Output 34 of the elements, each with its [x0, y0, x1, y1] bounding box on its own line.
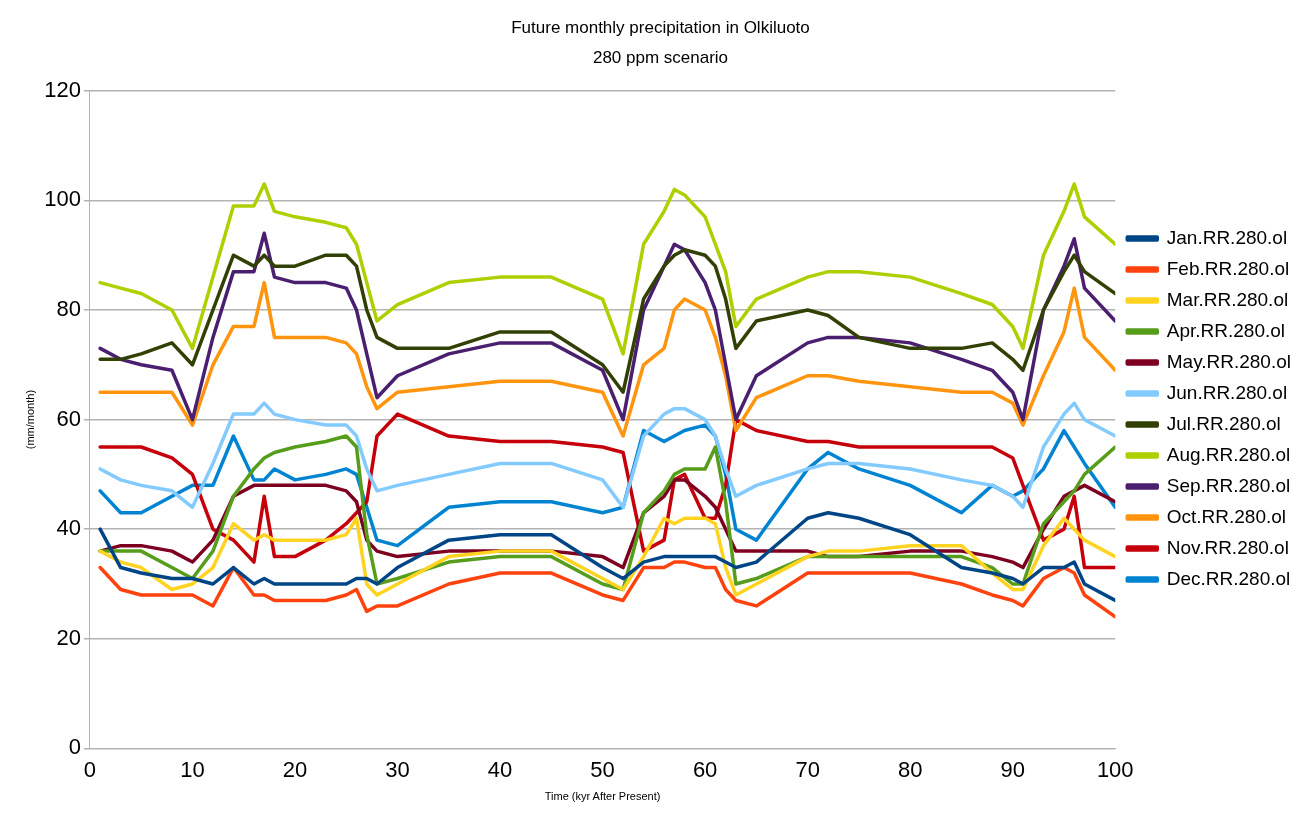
legend-label: Aug.RR.280.ol [1166, 443, 1291, 465]
legend-label: Jan.RR.280.ol [1166, 226, 1288, 248]
legend-label: Nov.RR.280.ol [1166, 536, 1289, 558]
legend-label: Sep.RR.280.ol [1166, 474, 1291, 496]
y-tick-label: 40 [56, 515, 81, 541]
y-tick-label: 120 [44, 76, 81, 102]
y-tick-label: 0 [68, 734, 81, 760]
legend-label: Dec.RR.280.ol [1166, 567, 1291, 589]
legend-label: May.RR.280.ol [1166, 350, 1292, 372]
x-tick-label: 40 [487, 756, 513, 782]
y-tick-label: 100 [44, 186, 81, 212]
x-axis-title: Time (kyr After Present) [544, 790, 661, 803]
x-tick-label: 60 [692, 756, 718, 782]
chart-title: Future monthly precipitation in Olkiluoto [511, 17, 810, 37]
x-tick-label: 10 [180, 756, 205, 782]
legend-label: Jun.RR.280.ol [1166, 381, 1288, 403]
x-tick-label: 90 [1000, 756, 1025, 782]
legend-label: Apr.RR.280.ol [1166, 319, 1286, 341]
y-tick-label: 60 [56, 405, 81, 431]
x-tick-label: 50 [590, 756, 615, 782]
x-tick-label: 30 [385, 756, 410, 782]
x-tick-label: 0 [83, 756, 97, 782]
x-tick-label: 100 [1096, 756, 1134, 782]
x-tick-label: 20 [282, 756, 308, 782]
legend-label: Feb.RR.280.ol [1166, 257, 1290, 279]
legend-label: Mar.RR.280.ol [1166, 288, 1289, 310]
legend-label: Oct.RR.280.ol [1166, 505, 1287, 527]
y-axis-title: (mm/month) [23, 389, 36, 450]
chart-subtitle: 280 ppm scenario [592, 48, 729, 68]
x-tick-label: 70 [795, 756, 820, 782]
y-tick-label: 20 [56, 624, 81, 650]
x-tick-label: 80 [897, 756, 923, 782]
legend-label: Jul.RR.280.ol [1166, 412, 1281, 434]
y-tick-label: 80 [56, 296, 81, 322]
